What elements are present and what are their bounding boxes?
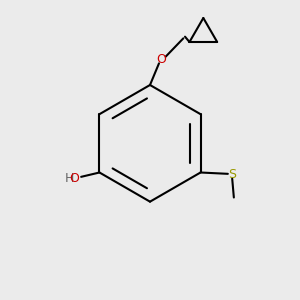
Text: O: O (157, 53, 166, 67)
Text: H: H (65, 172, 74, 185)
Text: S: S (228, 168, 236, 181)
Text: O: O (70, 172, 80, 185)
